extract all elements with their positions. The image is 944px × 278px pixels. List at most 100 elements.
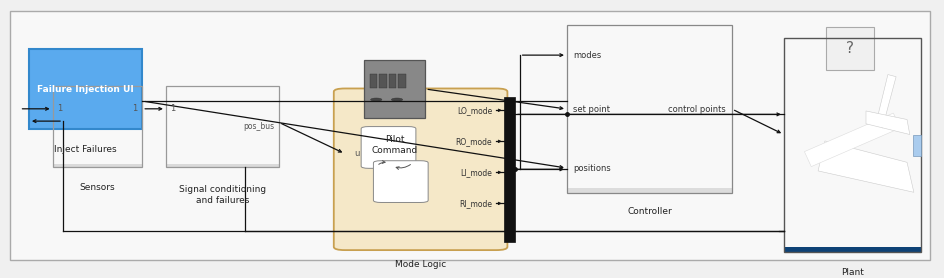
Text: Inject Failures: Inject Failures (54, 145, 117, 154)
Bar (566, 188, 732, 193)
Bar (165, 164, 278, 167)
Text: Sensors: Sensors (79, 183, 115, 192)
Bar (53, 164, 143, 167)
Bar (566, 188, 732, 193)
Bar (566, 188, 732, 193)
Bar (53, 164, 143, 167)
Bar (566, 188, 732, 193)
Bar (53, 164, 143, 167)
Bar (165, 164, 278, 167)
Bar (53, 164, 143, 167)
Text: set point: set point (573, 105, 610, 114)
Bar (53, 164, 143, 167)
FancyBboxPatch shape (363, 59, 425, 118)
Bar (165, 164, 278, 167)
Bar (784, 247, 919, 252)
Bar (566, 188, 732, 193)
Bar (165, 164, 278, 167)
FancyBboxPatch shape (912, 135, 919, 156)
Bar (784, 247, 919, 252)
Bar (165, 164, 278, 167)
Bar (53, 164, 143, 167)
Bar (784, 247, 919, 252)
Bar (53, 164, 143, 167)
Bar (53, 164, 143, 167)
Bar (566, 188, 732, 193)
Bar (784, 247, 919, 252)
Bar (784, 247, 919, 252)
FancyBboxPatch shape (361, 126, 415, 168)
Bar (784, 247, 919, 252)
Text: LI_mode: LI_mode (460, 168, 492, 177)
Bar (165, 164, 278, 167)
Bar (566, 188, 732, 193)
Bar (53, 164, 143, 167)
Bar (165, 164, 278, 167)
Bar (566, 188, 732, 193)
Bar (53, 164, 143, 167)
Bar (784, 247, 919, 252)
Text: ?: ? (845, 41, 853, 56)
Bar (165, 164, 278, 167)
Bar (566, 188, 732, 193)
Bar (784, 247, 919, 252)
Bar (566, 188, 732, 193)
Text: RO_mode: RO_mode (455, 137, 492, 146)
Bar (165, 164, 278, 167)
Bar (566, 188, 732, 193)
FancyBboxPatch shape (373, 161, 428, 202)
Text: 1: 1 (58, 104, 62, 113)
Bar (784, 247, 919, 252)
Bar (566, 188, 732, 193)
Bar (165, 164, 278, 167)
Bar (53, 164, 143, 167)
Bar (784, 247, 919, 252)
Bar (784, 247, 919, 252)
Bar (165, 164, 278, 167)
FancyBboxPatch shape (388, 75, 396, 88)
Text: Controller: Controller (627, 207, 671, 216)
Text: Signal conditioning
and failures: Signal conditioning and failures (178, 185, 265, 205)
Bar (566, 188, 732, 193)
Bar (53, 164, 143, 167)
Bar (165, 164, 278, 167)
Bar (53, 164, 143, 167)
Bar (165, 164, 278, 167)
Bar (165, 164, 278, 167)
Bar (784, 247, 919, 252)
Bar (165, 164, 278, 167)
Bar (165, 164, 278, 167)
Bar (784, 247, 919, 252)
Bar (53, 164, 143, 167)
Polygon shape (876, 75, 895, 128)
Bar (165, 164, 278, 167)
Bar (165, 164, 278, 167)
Polygon shape (818, 141, 913, 192)
Bar (784, 247, 919, 252)
Bar (784, 247, 919, 252)
Bar (53, 164, 143, 167)
Bar (566, 188, 732, 193)
Bar (53, 164, 143, 167)
Circle shape (391, 98, 402, 101)
Bar (784, 247, 919, 252)
Text: RI_mode: RI_mode (459, 199, 492, 208)
Bar (784, 247, 919, 252)
Bar (784, 247, 919, 252)
Bar (784, 247, 919, 252)
Bar (53, 164, 143, 167)
Bar (165, 164, 278, 167)
Bar (566, 188, 732, 193)
Bar (784, 247, 919, 252)
FancyBboxPatch shape (825, 28, 872, 70)
Bar (165, 164, 278, 167)
Bar (566, 188, 732, 193)
Bar (53, 164, 143, 167)
Bar (53, 164, 143, 167)
Bar (165, 164, 278, 167)
Text: 1: 1 (170, 104, 176, 113)
Bar (784, 247, 919, 252)
Bar (566, 188, 732, 193)
FancyBboxPatch shape (333, 88, 507, 250)
Bar (53, 164, 143, 167)
